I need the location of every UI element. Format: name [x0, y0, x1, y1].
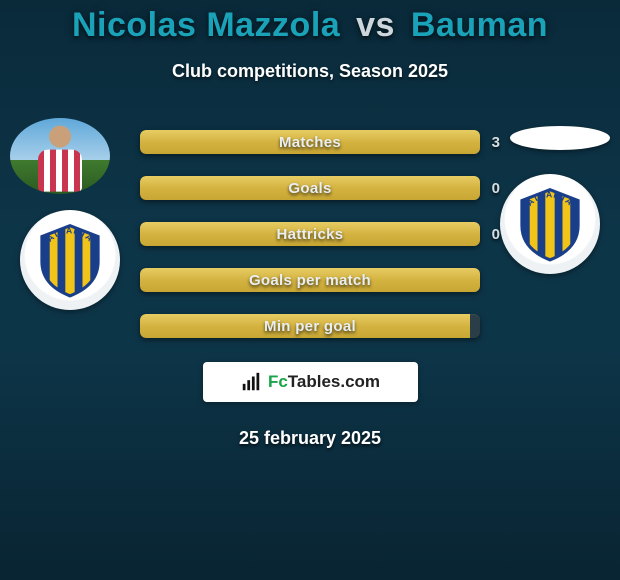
club-crest-icon: ATLANTA	[31, 221, 109, 299]
player1-name: Nicolas Mazzola	[72, 6, 340, 44]
stat-label: Goals per match	[140, 268, 480, 292]
subtitle: Club competitions, Season 2025	[0, 61, 620, 82]
stat-label: Min per goal	[140, 314, 480, 338]
date-label: 25 february 2025	[0, 428, 620, 449]
page-title: Nicolas Mazzola vs Bauman	[0, 0, 620, 45]
brand-badge[interactable]: FcTables.com	[203, 362, 418, 402]
brand-prefix: Fc	[268, 372, 288, 391]
stat-bar: Min per goal	[140, 314, 480, 338]
stat-label: Goals	[140, 176, 480, 200]
bar-chart-icon	[240, 371, 262, 393]
stat-value-right: 3	[492, 130, 500, 154]
player1-club-badge: ATLANTA	[20, 210, 120, 310]
vs-label: vs	[356, 6, 395, 44]
player1-avatar	[10, 118, 110, 194]
stat-row: Goals per match	[140, 268, 480, 292]
stat-label: Hattricks	[140, 222, 480, 246]
stat-bars: Matches3 Goals0 Hattricks0 Goals per match M…	[140, 130, 480, 338]
player2-name: Bauman	[411, 6, 548, 44]
player2-avatar-placeholder	[510, 126, 610, 150]
stat-value-right: 0	[492, 176, 500, 200]
club-crest-icon: ATLANTA	[511, 185, 589, 263]
stat-bar: Hattricks	[140, 222, 480, 246]
player2-club-badge: ATLANTA	[500, 174, 600, 274]
stat-bar: Matches	[140, 130, 480, 154]
stat-row: Min per goal	[140, 314, 480, 338]
stat-row: Matches3	[140, 130, 480, 154]
brand-suffix: Tables.com	[288, 372, 380, 391]
stat-row: Hattricks0	[140, 222, 480, 246]
brand-text: FcTables.com	[268, 372, 380, 392]
comparison-card: Nicolas Mazzola vs Bauman Club competiti…	[0, 0, 620, 580]
stat-row: Goals0	[140, 176, 480, 200]
stat-label: Matches	[140, 130, 480, 154]
stat-bar: Goals per match	[140, 268, 480, 292]
stat-bar: Goals	[140, 176, 480, 200]
stat-value-right: 0	[492, 222, 500, 246]
